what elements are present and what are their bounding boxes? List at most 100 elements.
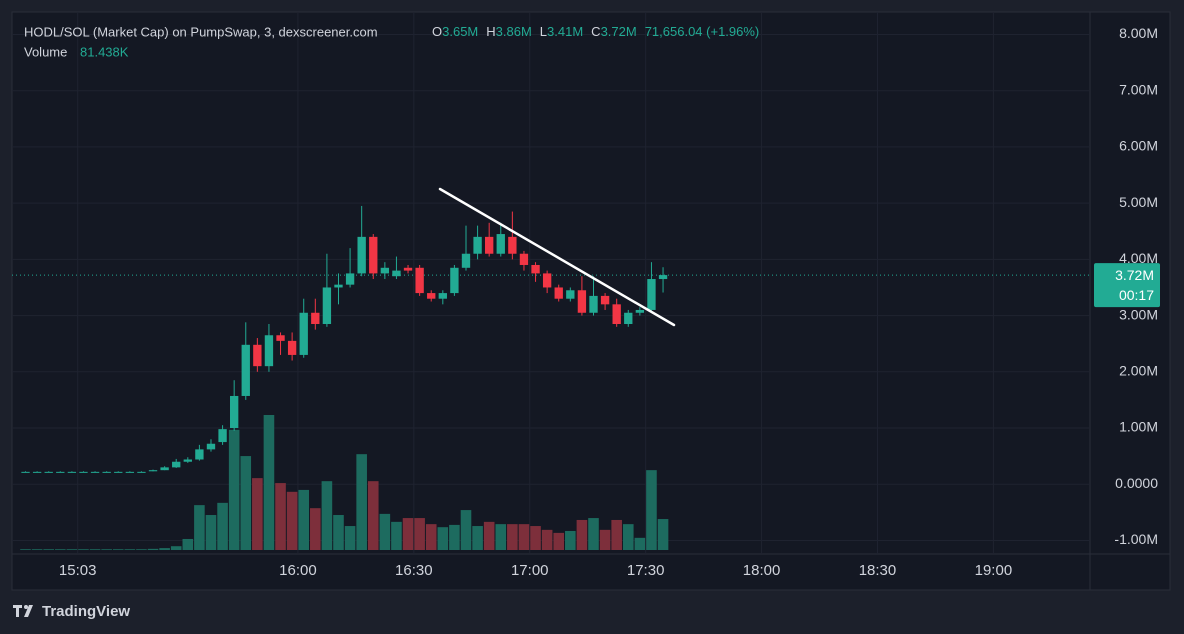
volume-bar (437, 527, 449, 550)
candle-body (125, 471, 135, 473)
volume-bar (43, 549, 55, 550)
labels: -1.00M 0.0000 1.00M 2.00M 3.00M 4.00M 5.00M 6.0… (59, 25, 1160, 579)
candle-body (427, 293, 436, 299)
candle-body (357, 236, 366, 274)
volume-bar (228, 429, 240, 550)
volume-bar (275, 483, 286, 550)
legend-value: 3.41M (547, 24, 583, 39)
volume-bar (55, 549, 66, 550)
legend-ohlc: O3.65M H3.86M L3.41M C3.72M 71,656.04 (+1.96… (432, 24, 759, 39)
candle-body (542, 273, 552, 288)
candle-body (508, 236, 517, 254)
candle-body (369, 236, 378, 274)
last-price-tag (1094, 263, 1160, 308)
volume-bar (414, 518, 425, 550)
candle-body (415, 267, 424, 294)
volume-bar (391, 521, 402, 550)
volume-bar (240, 456, 252, 550)
candle-body (531, 264, 540, 274)
y-tick-label: 1.00M (1119, 419, 1158, 435)
x-tick-label: 15:03 (59, 562, 97, 579)
candle-body (44, 471, 53, 473)
volume-bar (147, 548, 159, 550)
y-tick-label: 6.00M (1119, 138, 1158, 154)
y-tick-label: 5.00M (1119, 194, 1158, 210)
volume-bar (425, 524, 437, 550)
y-tick-label: 8.00M (1119, 25, 1158, 41)
volume-bar (20, 549, 31, 550)
volume-bar (286, 491, 298, 550)
volume-bar (194, 505, 205, 550)
candle-body (160, 467, 169, 471)
volume-bar (298, 489, 310, 550)
volume-bar (507, 524, 518, 550)
volume-bar (263, 415, 275, 550)
legend-value: 3.86M (496, 24, 532, 39)
volume-bar (495, 524, 507, 550)
candle-body (566, 290, 575, 299)
volume-bar (541, 529, 553, 550)
x-tick-label: 17:00 (511, 562, 549, 579)
legend-change: 71,656.04 (+1.96%) (645, 24, 760, 39)
candle-body (195, 449, 204, 460)
volume-bar (483, 521, 495, 550)
candle-body (403, 267, 413, 271)
candle-body (334, 284, 343, 288)
volume-bar (402, 518, 414, 550)
volume-bar (356, 454, 367, 550)
volume-bar (449, 524, 460, 550)
countdown-label: 00:17 (1119, 287, 1154, 303)
volume-bar (182, 538, 194, 550)
volume-bar (205, 515, 217, 550)
candle-body (172, 461, 181, 468)
candle-body (519, 253, 529, 265)
x-tick-label: 17:30 (627, 562, 665, 579)
volume-bar (622, 524, 634, 550)
volume-bar (611, 519, 622, 550)
volume-bar (89, 549, 101, 550)
candle-body (311, 312, 320, 325)
y-tick-label: -1.00M (1114, 531, 1158, 547)
candle-body (612, 304, 621, 325)
volume-bar (646, 470, 657, 550)
volume-bar (321, 481, 333, 550)
y-tick-label: 7.00M (1119, 81, 1158, 97)
grid (12, 12, 1090, 554)
candle-body (253, 344, 262, 367)
candle-body (380, 267, 390, 274)
volume-value: 81.438K (80, 44, 129, 59)
x-tick-label: 16:30 (395, 562, 433, 579)
candle-body (485, 236, 494, 254)
volume-bar (252, 478, 263, 550)
volume-bar (565, 530, 576, 550)
candle-body (32, 471, 42, 473)
candle-body (658, 275, 668, 280)
x-tick-label: 18:00 (743, 562, 781, 579)
volume-bar (159, 548, 170, 550)
candle-body (392, 270, 401, 277)
volume-bar (112, 549, 124, 550)
volume-bar (460, 510, 472, 550)
candle-body (635, 309, 645, 313)
candle-body (589, 295, 598, 313)
candle-body (299, 312, 308, 355)
candle-body (473, 236, 482, 254)
candle-body (67, 471, 77, 473)
candle-body (183, 459, 192, 462)
volume-bar (588, 518, 599, 550)
candle-body (438, 293, 447, 299)
volume-bar (101, 549, 112, 550)
volume-bar (333, 515, 344, 550)
legend-key: H (486, 24, 495, 39)
volume-bar (136, 549, 147, 550)
candle-body (577, 290, 587, 313)
candle-body (102, 471, 111, 473)
brand-name: TradingView (42, 603, 130, 620)
volume-bar (66, 549, 78, 550)
volume-bar (472, 526, 483, 550)
volume-bar (379, 513, 391, 550)
candle-body (624, 312, 633, 325)
volume-bar (657, 519, 669, 550)
candle-body (264, 335, 274, 367)
